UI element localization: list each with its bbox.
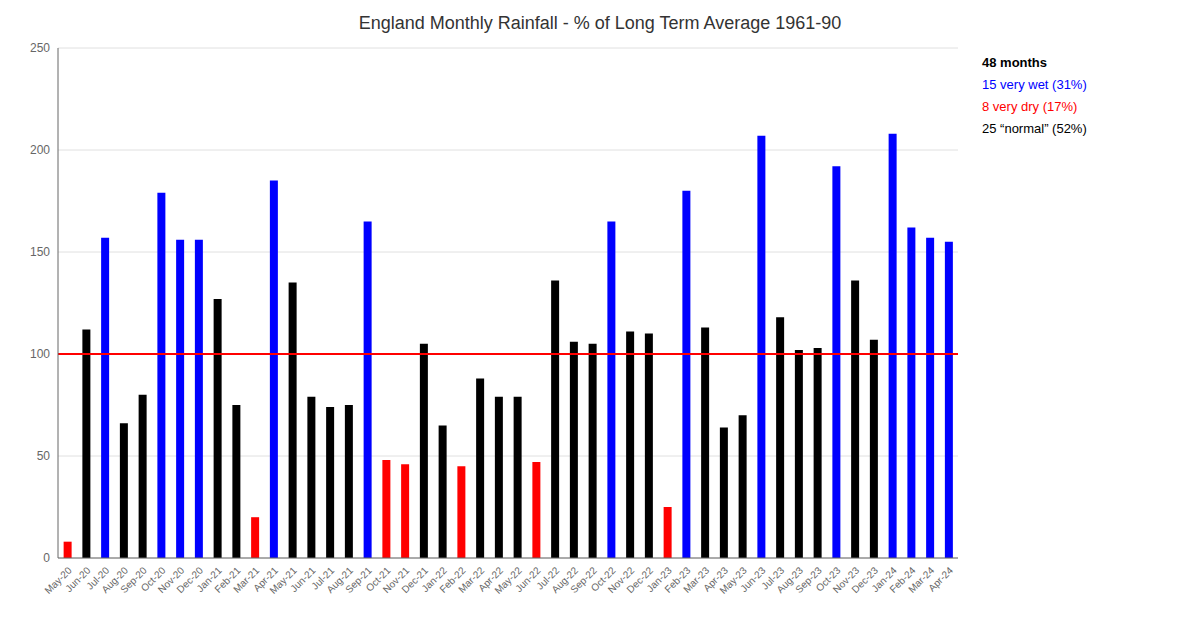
svg-text:Sep-22: Sep-22 <box>568 564 599 596</box>
svg-text:May-21: May-21 <box>267 564 299 596</box>
svg-text:Dec-21: Dec-21 <box>399 564 431 596</box>
html-text:25 “normal” (52%): 25 “normal” (52%) <box>982 121 1087 136</box>
svg-text:Sep-20: Sep-20 <box>118 564 149 596</box>
svg-text:100: 100 <box>30 347 50 361</box>
svg-text:May-20: May-20 <box>42 564 74 596</box>
svg-text:Jan-22: Jan-22 <box>419 564 449 595</box>
svg-text:Oct-20: Oct-20 <box>138 564 168 594</box>
svg-text:150: 150 <box>30 245 50 259</box>
svg-text:Aug-20: Aug-20 <box>99 564 131 596</box>
svg-text:Feb-21: Feb-21 <box>212 564 243 595</box>
svg-text:Aug-23: Aug-23 <box>774 564 806 596</box>
svg-text:Apr-21: Apr-21 <box>251 564 281 594</box>
svg-text:50: 50 <box>37 449 51 463</box>
svg-text:Jun-23: Jun-23 <box>738 564 768 595</box>
svg-text:Jul-22: Jul-22 <box>534 564 562 592</box>
svg-text:Jul-21: Jul-21 <box>309 564 337 592</box>
svg-text:Feb-22: Feb-22 <box>437 564 468 595</box>
svg-text:Jul-20: Jul-20 <box>84 564 112 592</box>
svg-text:Mar-21: Mar-21 <box>231 564 262 595</box>
svg-text:200: 200 <box>30 143 50 157</box>
svg-text:Mar-22: Mar-22 <box>456 564 487 595</box>
svg-text:Mar-23: Mar-23 <box>681 564 712 595</box>
svg-text:Jun-20: Jun-20 <box>63 564 93 595</box>
svg-text:Jan-23: Jan-23 <box>644 564 674 595</box>
html-text:48 months: 48 months <box>982 55 1047 70</box>
html-text:15 very wet (31%): 15 very wet (31%) <box>982 77 1087 92</box>
svg-text:Dec-22: Dec-22 <box>624 564 656 596</box>
svg-text:Jun-21: Jun-21 <box>288 564 318 595</box>
svg-text:0: 0 <box>43 551 50 565</box>
svg-text:May-22: May-22 <box>492 564 524 596</box>
svg-text:Dec-20: Dec-20 <box>174 564 206 596</box>
svg-text:Apr-23: Apr-23 <box>701 564 731 594</box>
svg-text:Feb-24: Feb-24 <box>887 564 918 595</box>
svg-text:Jan-21: Jan-21 <box>194 564 224 595</box>
svg-text:Nov-23: Nov-23 <box>830 564 862 596</box>
svg-text:Mar-24: Mar-24 <box>906 564 937 595</box>
svg-text:Oct-22: Oct-22 <box>588 564 618 594</box>
svg-text:Aug-22: Aug-22 <box>549 564 581 596</box>
svg-text:May-23: May-23 <box>717 564 749 596</box>
html-text:England Monthly Rainfall - % o: England Monthly Rainfall - % of Long Ter… <box>358 13 842 33</box>
svg-text:Oct-21: Oct-21 <box>363 564 393 594</box>
svg-text:Sep-23: Sep-23 <box>793 564 824 596</box>
svg-text:Sep-21: Sep-21 <box>343 564 374 596</box>
svg-text:Jul-23: Jul-23 <box>759 564 787 592</box>
svg-text:Nov-20: Nov-20 <box>155 564 187 596</box>
svg-text:Oct-23: Oct-23 <box>813 564 843 594</box>
svg-text:250: 250 <box>30 41 50 55</box>
svg-text:Dec-23: Dec-23 <box>849 564 881 596</box>
svg-text:Jan-24: Jan-24 <box>869 564 899 595</box>
svg-text:Apr-24: Apr-24 <box>926 564 955 593</box>
svg-text:Feb-23: Feb-23 <box>662 564 693 595</box>
svg-text:Jun-22: Jun-22 <box>513 564 543 595</box>
svg-text:Nov-21: Nov-21 <box>380 564 412 596</box>
svg-text:Aug-21: Aug-21 <box>324 564 356 596</box>
svg-text:Apr-22: Apr-22 <box>476 564 506 594</box>
svg-text:Nov-22: Nov-22 <box>605 564 637 596</box>
html-text:8 very dry (17%): 8 very dry (17%) <box>982 99 1078 114</box>
